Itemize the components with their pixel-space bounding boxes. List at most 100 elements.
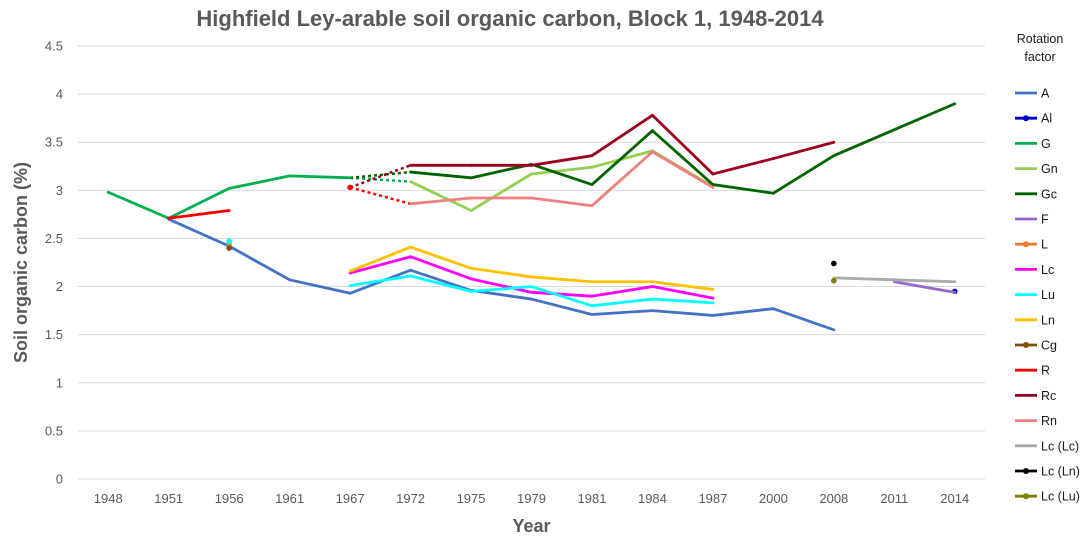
legend-marker-L <box>1023 241 1029 248</box>
data-point-A <box>590 313 594 316</box>
data-point-Rn <box>530 196 533 200</box>
data-point-A <box>409 268 412 272</box>
data-point-Lc (Lc) <box>953 280 957 284</box>
data-point-F <box>953 290 957 294</box>
legend-label: Al <box>1041 112 1052 126</box>
data-point-Ln <box>409 245 412 249</box>
x-tick-label: 2000 <box>759 491 788 506</box>
data-point-R <box>347 184 353 191</box>
y-tick-label: 3.5 <box>45 135 63 150</box>
data-point-Rc <box>530 163 533 167</box>
data-point-Lc (Ln) <box>831 260 837 267</box>
series-line-Rn <box>410 150 714 208</box>
data-point-Ln <box>348 269 352 273</box>
series-line-Rc <box>410 113 835 176</box>
data-point-A <box>832 328 836 332</box>
series-connector-R <box>349 186 411 206</box>
data-point-Rn <box>469 196 473 200</box>
data-point-Gc <box>771 191 775 195</box>
series-connector-Gc <box>349 170 411 180</box>
data-point-Lu <box>409 274 412 278</box>
data-point-A <box>771 307 775 311</box>
legend-label: Lc (Lc) <box>1041 439 1079 453</box>
legend-label: L <box>1041 238 1048 252</box>
data-point-Lu <box>348 284 352 287</box>
data-point-Gc <box>832 154 836 158</box>
y-tick-label: 3 <box>56 183 63 198</box>
y-tick-label: 2 <box>56 279 63 294</box>
x-tick-label: 2008 <box>819 491 848 506</box>
data-point-Rc <box>711 172 715 176</box>
data-point-A <box>348 291 352 295</box>
legend-marker-Al <box>1023 115 1029 122</box>
legend-label: Lc (Ln) <box>1041 465 1080 479</box>
x-tick-label: 1961 <box>275 491 304 506</box>
data-point-Gn <box>530 172 533 176</box>
data-point-Lu <box>651 297 654 301</box>
data-point-Rc <box>832 140 836 144</box>
data-point-Gc <box>892 128 896 132</box>
data-point-Rn <box>651 150 654 154</box>
data-point-Rn <box>409 202 412 206</box>
data-point-Lc <box>530 290 533 294</box>
series-line-A <box>168 217 835 332</box>
series-line-Gc <box>410 102 956 195</box>
y-axis-title: Soil organic carbon (%) <box>11 162 31 363</box>
y-tick-label: 0.5 <box>45 423 63 438</box>
data-point-G <box>288 174 292 178</box>
x-tick-label: 1972 <box>396 491 425 506</box>
data-point-Ln <box>651 280 654 284</box>
data-point-Gc <box>651 129 654 133</box>
x-tick-label: 1987 <box>698 491 727 506</box>
data-point-Rc <box>651 113 654 117</box>
data-point-Lu <box>226 238 232 245</box>
data-point-Gc <box>409 170 412 174</box>
data-point-Gn <box>590 165 594 169</box>
data-point-Rn <box>711 186 715 189</box>
data-point-Gc <box>469 176 473 180</box>
data-point-A <box>651 309 654 313</box>
series-line-Lu <box>349 274 713 308</box>
legend-title: Rotation factor <box>1016 32 1064 64</box>
data-point-Lu <box>711 301 715 305</box>
data-point-Lc <box>409 255 412 259</box>
data-point-Cg <box>226 245 232 251</box>
data-point-G <box>348 176 352 180</box>
x-tick-label: 1979 <box>517 491 546 506</box>
legend-label: F <box>1041 213 1049 227</box>
data-point-A <box>530 297 533 301</box>
data-point-Ln <box>590 280 594 284</box>
data-point-Lu <box>530 285 533 288</box>
x-tick-label: 2011 <box>880 491 908 506</box>
data-point-Rn <box>590 204 594 208</box>
series-line-R <box>168 209 230 220</box>
x-tick-label: 1951 <box>154 491 183 506</box>
data-point-Lu <box>590 304 594 308</box>
legend-label: Ln <box>1041 313 1055 327</box>
data-point-Lc <box>469 277 473 281</box>
legend-label: A <box>1041 87 1050 101</box>
legend-label: Cg <box>1041 339 1057 353</box>
y-tick-label: 1.5 <box>45 327 63 342</box>
data-point-Ln <box>469 266 473 270</box>
data-point-Lc <box>651 285 654 288</box>
data-point-G <box>106 190 110 194</box>
chart-title: Highfield Ley-arable soil organic carbon… <box>196 6 824 31</box>
x-tick-label: 1984 <box>638 491 667 506</box>
legend-label: Gn <box>1041 162 1058 176</box>
legend-label: Lu <box>1041 288 1055 302</box>
x-tick-label: 1956 <box>215 491 244 506</box>
x-axis-title: Year <box>512 516 550 536</box>
y-tick-label: 1 <box>56 375 63 390</box>
x-tick-label: 1975 <box>457 491 486 506</box>
data-point-Ln <box>530 275 533 279</box>
legend-label: G <box>1041 137 1051 151</box>
data-point-Lc <box>711 296 715 300</box>
data-point-R <box>227 209 231 212</box>
legend-label: Lc (Lu) <box>1041 490 1080 504</box>
x-tick-label: 1948 <box>94 491 123 506</box>
y-tick-label: 2.5 <box>45 231 63 246</box>
y-tick-label: 4.5 <box>45 39 63 54</box>
data-point-Rc <box>771 157 775 160</box>
